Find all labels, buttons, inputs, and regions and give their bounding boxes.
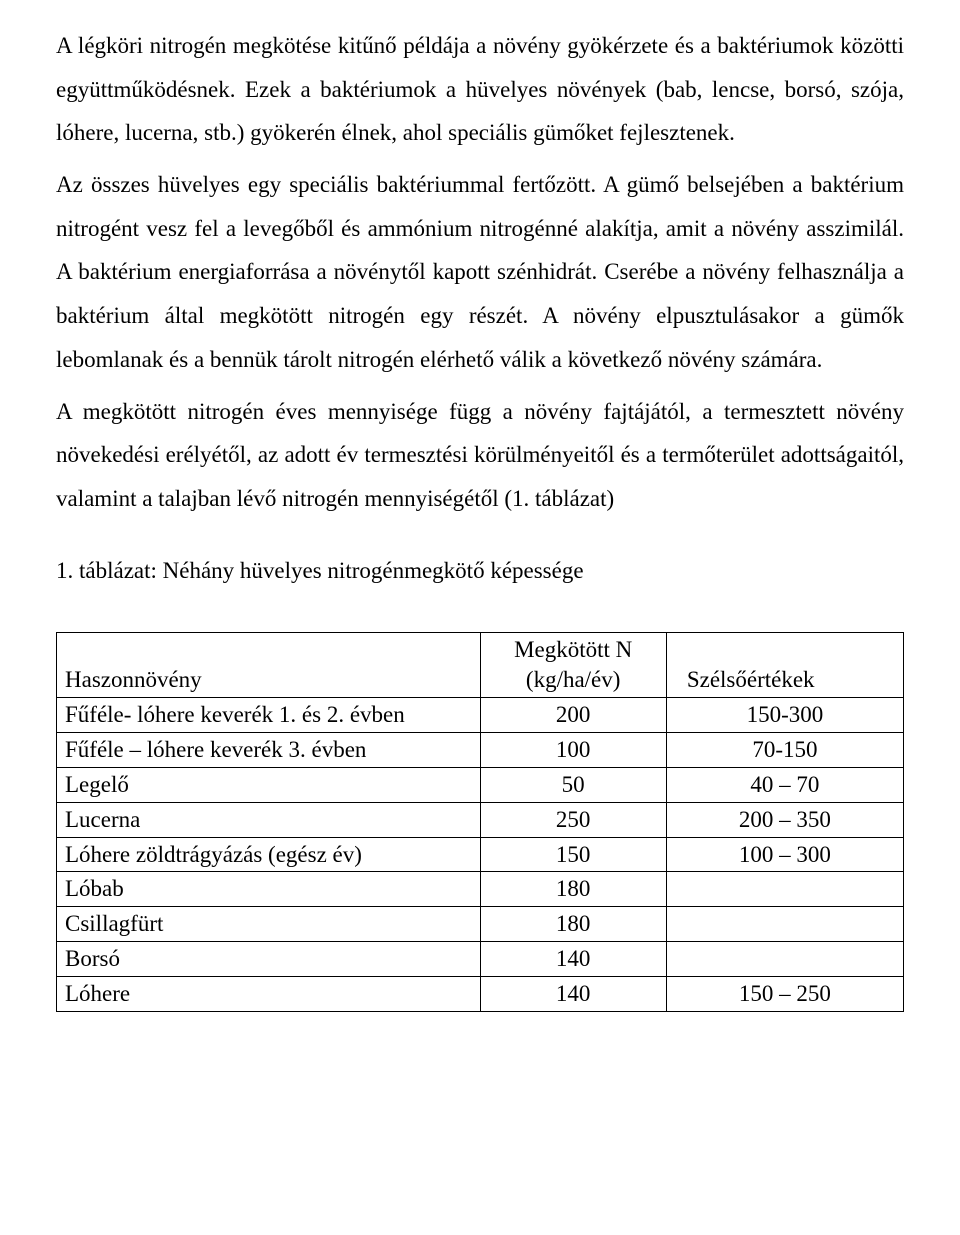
cell-fixed: 140 — [480, 977, 666, 1012]
body-paragraph-3: A megkötött nitrogén éves mennyisége füg… — [56, 390, 904, 521]
cell-fixed: 140 — [480, 942, 666, 977]
cell-crop: Lóhere zöldtrágyázás (egész év) — [57, 837, 481, 872]
table-row: Lucerna 250 200 – 350 — [57, 802, 904, 837]
table-body: Fűféle- lóhere keverék 1. és 2. évben 20… — [57, 698, 904, 1012]
body-paragraph-2: Az összes hüvelyes egy speciális baktéri… — [56, 163, 904, 381]
table-row: Fűféle – lóhere keverék 3. évben 100 70-… — [57, 732, 904, 767]
cell-crop: Fűféle – lóhere keverék 3. évben — [57, 732, 481, 767]
cell-crop: Lóhere — [57, 977, 481, 1012]
cell-fixed: 180 — [480, 872, 666, 907]
table-header-row: Haszonnövény Megkötött N (kg/ha/év) Szél… — [57, 633, 904, 698]
body-paragraph-1: A légköri nitrogén megkötése kitűnő péld… — [56, 24, 904, 155]
cell-extremes — [666, 942, 903, 977]
cell-crop: Lucerna — [57, 802, 481, 837]
cell-extremes: 40 – 70 — [666, 767, 903, 802]
table-row: Borsó 140 — [57, 942, 904, 977]
cell-extremes: 70-150 — [666, 732, 903, 767]
table-row: Csillagfürt 180 — [57, 907, 904, 942]
th-fixed: Megkötött N (kg/ha/év) — [480, 633, 666, 698]
cell-fixed: 180 — [480, 907, 666, 942]
cell-extremes: 150 – 250 — [666, 977, 903, 1012]
table-row: Lóbab 180 — [57, 872, 904, 907]
th-crop: Haszonnövény — [57, 633, 481, 698]
table-row: Fűféle- lóhere keverék 1. és 2. évben 20… — [57, 698, 904, 733]
cell-crop: Legelő — [57, 767, 481, 802]
cell-extremes: 100 – 300 — [666, 837, 903, 872]
cell-extremes: 200 – 350 — [666, 802, 903, 837]
cell-extremes: 150-300 — [666, 698, 903, 733]
page: A légköri nitrogén megkötése kitűnő péld… — [0, 0, 960, 1052]
cell-crop: Borsó — [57, 942, 481, 977]
cell-crop: Csillagfürt — [57, 907, 481, 942]
th-fixed-line1: Megkötött N — [514, 637, 632, 662]
cell-fixed: 50 — [480, 767, 666, 802]
cell-extremes — [666, 907, 903, 942]
cell-fixed: 200 — [480, 698, 666, 733]
nitrogen-fixation-table: Haszonnövény Megkötött N (kg/ha/év) Szél… — [56, 632, 904, 1012]
table-row: Lóhere zöldtrágyázás (egész év) 150 100 … — [57, 837, 904, 872]
cell-crop: Lóbab — [57, 872, 481, 907]
cell-extremes — [666, 872, 903, 907]
cell-fixed: 150 — [480, 837, 666, 872]
cell-fixed: 100 — [480, 732, 666, 767]
th-fixed-line2: (kg/ha/év) — [526, 667, 621, 692]
th-extremes: Szélsőértékek — [666, 633, 903, 698]
cell-fixed: 250 — [480, 802, 666, 837]
table-row: Lóhere 140 150 – 250 — [57, 977, 904, 1012]
table-row: Legelő 50 40 – 70 — [57, 767, 904, 802]
table-caption: 1. táblázat: Néhány hüvelyes nitrogénmeg… — [56, 549, 904, 593]
cell-crop: Fűféle- lóhere keverék 1. és 2. évben — [57, 698, 481, 733]
